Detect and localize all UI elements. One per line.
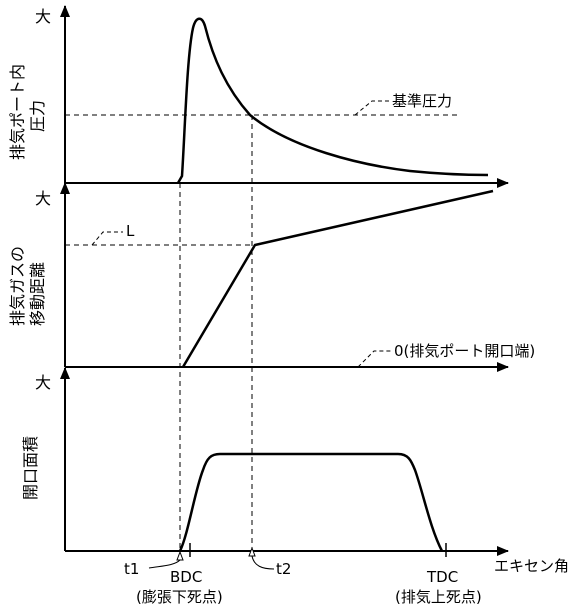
pressure-panel: 大 排気ポート内 圧力 基準圧力	[8, 5, 509, 188]
t1-label: t1	[124, 560, 139, 578]
pressure-curve	[176, 17, 489, 184]
distance-axis-title-line1: 排気ガスの	[8, 246, 27, 326]
x-axis-title: エキセン角	[494, 557, 569, 575]
reference-pressure-leader	[354, 100, 390, 116]
area-max-label: 大	[35, 373, 51, 392]
area-panel: 大 開口面積	[21, 367, 509, 556]
pressure-max-label: 大	[35, 7, 51, 26]
distance-curve	[181, 189, 494, 368]
distance-axis-title-line2: 移動距離	[28, 262, 47, 326]
l-label: L	[126, 222, 135, 240]
t2-leader	[251, 555, 275, 570]
area-axis-title: 開口面積	[21, 436, 40, 500]
distance-panel: 大 排気ガスの 移動距離 L 0(排気ポート開口端)	[8, 182, 535, 372]
t2-label: t2	[276, 560, 291, 578]
x-axis-annotations: t1 t2 BDC (膨張下死点) TDC (排気上死点) エキセン角	[124, 543, 569, 606]
zero-leader	[357, 350, 392, 368]
l-leader	[91, 231, 123, 246]
bdc-note: (膨張下死点)	[136, 588, 223, 606]
bdc-label: BDC	[170, 568, 202, 586]
zero-label: 0(排気ポート開口端)	[394, 342, 535, 360]
pressure-axis-title-line2: 圧力	[28, 100, 47, 132]
opening-area-curve	[178, 452, 444, 552]
t1-triangle-marker	[176, 550, 184, 561]
distance-max-label: 大	[35, 189, 51, 208]
t1-leader	[148, 559, 181, 569]
reference-pressure-label: 基準圧力	[392, 92, 452, 110]
tdc-label: TDC	[426, 568, 458, 586]
tdc-note: (排気上死点)	[395, 588, 482, 606]
pressure-axis-title-line1: 排気ポート内	[8, 64, 27, 160]
